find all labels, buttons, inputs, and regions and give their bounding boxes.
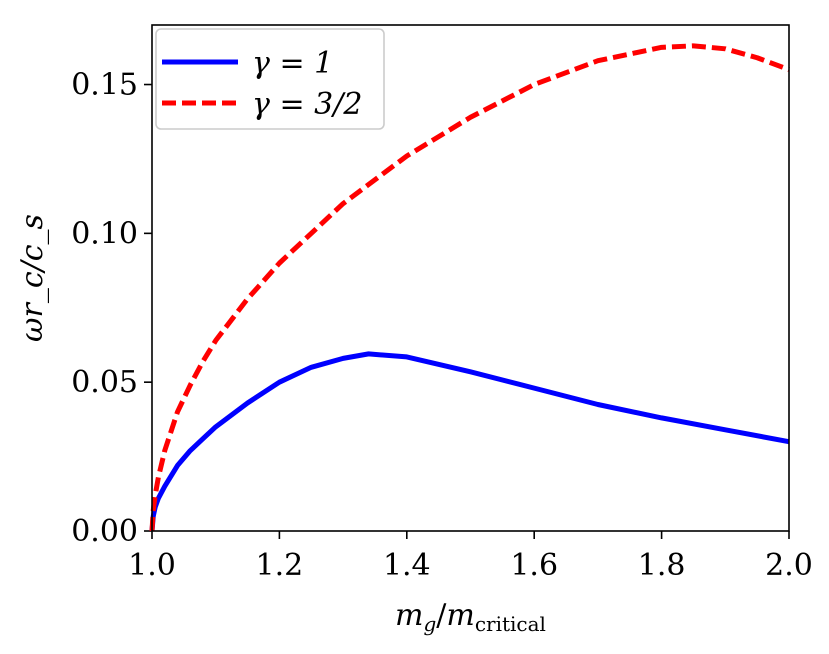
y-tick-label: 0.10 bbox=[71, 216, 138, 251]
x-tick-label: 1.2 bbox=[256, 548, 304, 583]
y-tick-label: 0.00 bbox=[71, 514, 138, 549]
x-tick-label: 1.0 bbox=[128, 548, 176, 583]
series-group bbox=[149, 43, 790, 532]
x-tick-label: 1.8 bbox=[638, 548, 686, 583]
y-tick-label: 0.15 bbox=[71, 68, 138, 103]
x-tick-label: 1.4 bbox=[383, 548, 431, 583]
axis-ticks: 1.0 1.2 1.4 1.6 1.8 2.0 0.00 0.05 0.10 0.15 bbox=[71, 68, 813, 583]
x-tick-label: 2.0 bbox=[765, 548, 813, 583]
y-axis-label: ωr_c/c_s bbox=[15, 214, 50, 342]
x-axis-label: mg/mcritical bbox=[395, 598, 546, 636]
legend-entry-gamma-3-2: γ = 3/2 bbox=[252, 87, 362, 122]
x-tick-label: 1.6 bbox=[510, 548, 558, 583]
series-line-gamma-1 bbox=[149, 351, 790, 532]
series-line-gamma-3-2 bbox=[149, 43, 790, 532]
legend: γ = 1 γ = 3/2 bbox=[155, 28, 385, 130]
legend-entry-gamma-1: γ = 1 bbox=[252, 46, 333, 81]
plot-frame bbox=[151, 24, 790, 532]
y-tick-label: 0.05 bbox=[71, 365, 138, 400]
